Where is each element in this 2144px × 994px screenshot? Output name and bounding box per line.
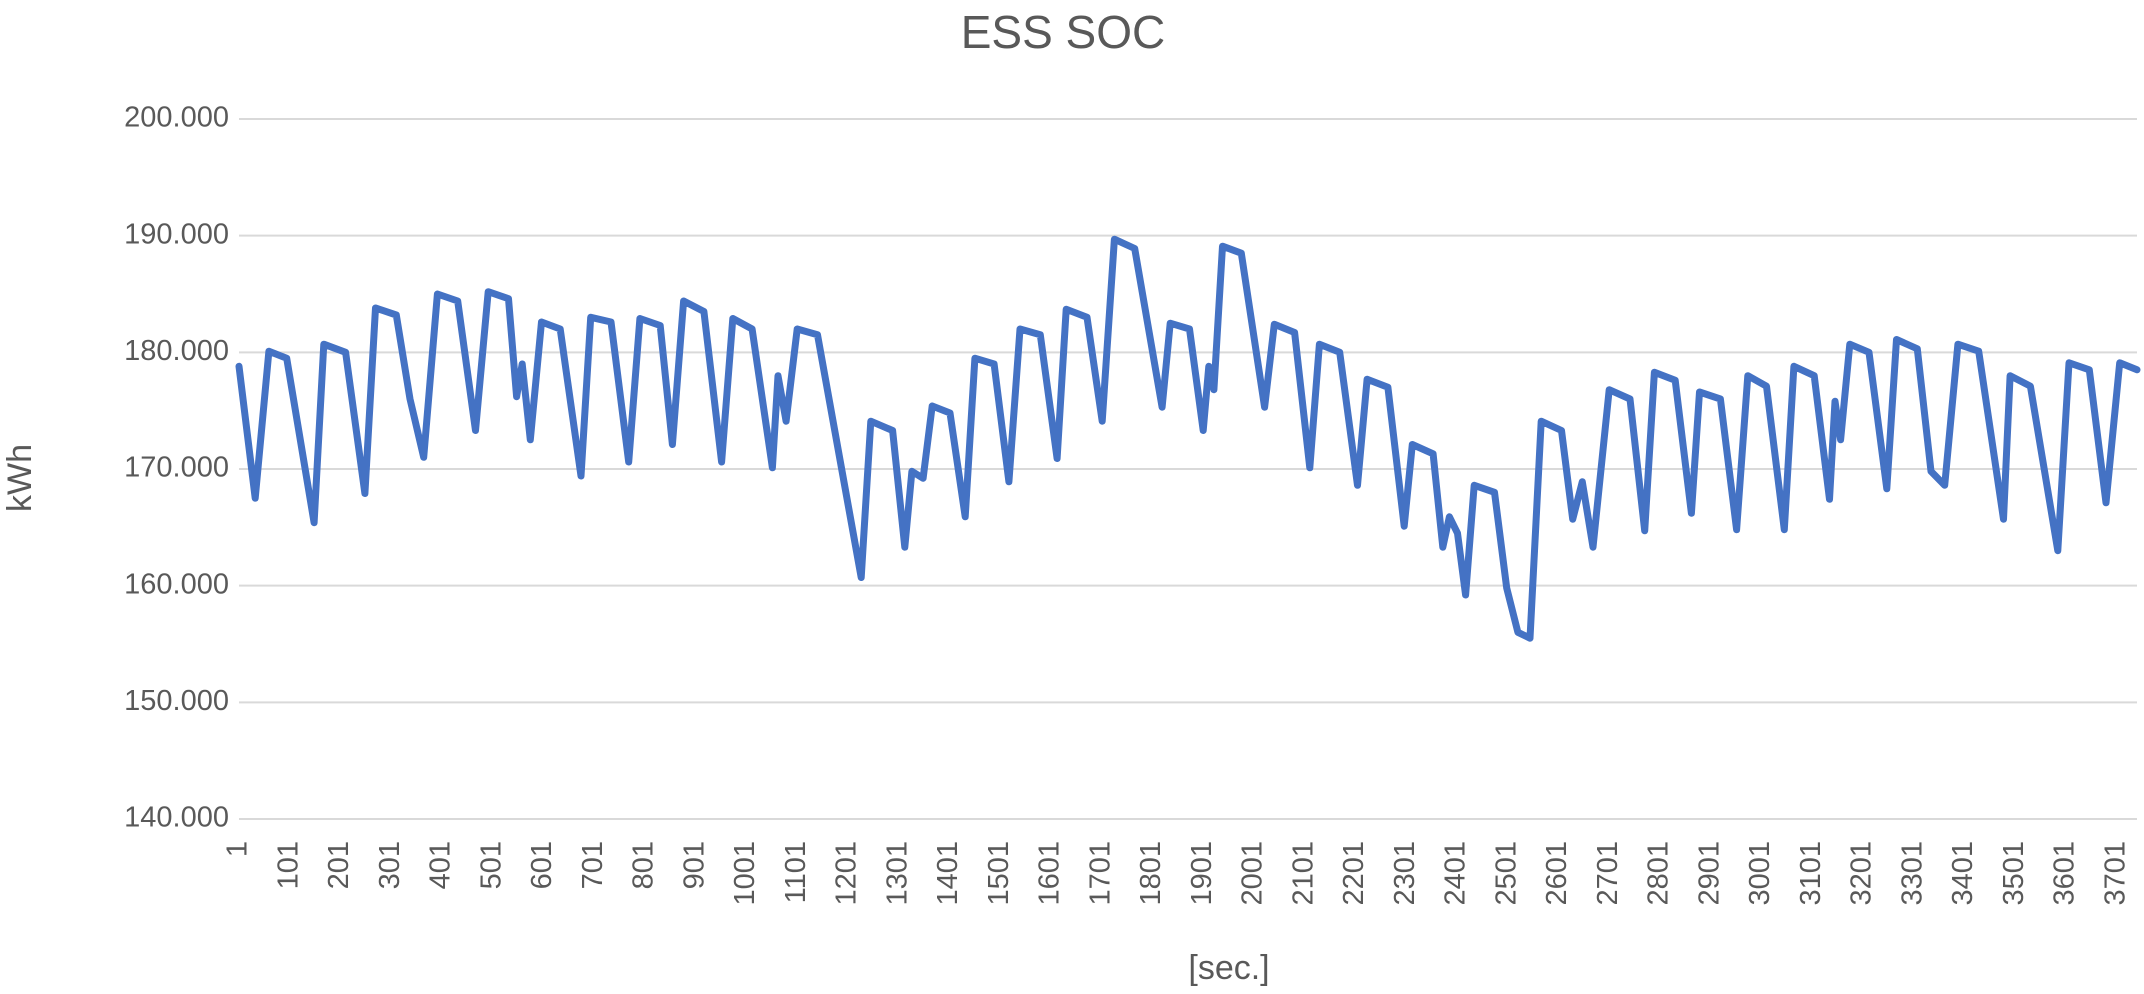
x-tick-label: 2501 — [1490, 841, 1522, 906]
y-tick-label: 200.000 — [124, 102, 229, 134]
x-tick-label: 701 — [577, 841, 609, 889]
x-tick-label: 3501 — [1998, 841, 2030, 906]
y-tick-label: 140.000 — [124, 802, 229, 834]
x-tick-label: 1901 — [1186, 841, 1218, 906]
x-tick-label: 3201 — [1846, 841, 1878, 906]
x-tick-label: 2801 — [1643, 841, 1675, 906]
x-tick-label: 3101 — [1795, 841, 1827, 906]
data-line — [235, 235, 2141, 642]
x-tick-label: 2601 — [1541, 841, 1573, 906]
x-tick-label: 1701 — [1084, 841, 1116, 906]
x-tick-label: 1501 — [983, 841, 1015, 906]
x-tick-label: 1201 — [831, 841, 863, 906]
x-tick-label: 301 — [374, 841, 406, 889]
x-tick-label: 1001 — [729, 841, 761, 906]
x-tick-label: 2401 — [1440, 841, 1472, 906]
y-tick-label: 190.000 — [124, 218, 229, 250]
x-tick-label: 901 — [678, 841, 710, 889]
x-tick-label: 801 — [628, 841, 660, 889]
x-axis-label: [sec.] — [1188, 949, 1269, 987]
x-tick-label: 501 — [475, 841, 507, 889]
y-tick-label: 160.000 — [124, 568, 229, 600]
x-tick-label: 1301 — [881, 841, 913, 906]
x-tick-label: 2901 — [1693, 841, 1725, 906]
x-tick-label: 601 — [526, 841, 558, 889]
x-tick-label: 2001 — [1237, 841, 1269, 906]
x-tick-label: 3301 — [1896, 841, 1928, 906]
y-axis-label: kWh — [1, 444, 39, 512]
x-tick-label: 2701 — [1592, 841, 1624, 906]
y-tick-label: 170.000 — [124, 452, 229, 484]
x-tick-label: 401 — [425, 841, 457, 889]
x-tick-label: 3401 — [1947, 841, 1979, 906]
x-tick-label: 2101 — [1287, 841, 1319, 906]
x-tick-label: 3601 — [2049, 841, 2081, 906]
x-tick-label: 2201 — [1338, 841, 1370, 906]
x-tick-label: 101 — [272, 841, 304, 889]
x-tick-label: 1 — [222, 841, 254, 857]
x-tick-label: 3701 — [2099, 841, 2131, 906]
x-tick-label: 1401 — [932, 841, 964, 906]
chart-title: ESS SOC — [961, 6, 1166, 58]
x-tick-label: 1601 — [1034, 841, 1066, 906]
x-tick-label: 2301 — [1389, 841, 1421, 906]
x-tick-label: 1101 — [780, 841, 812, 903]
x-tick-label: 3001 — [1744, 841, 1776, 906]
x-tick-label: 201 — [323, 841, 355, 889]
y-tick-label: 150.000 — [124, 685, 229, 717]
y-tick-label: 180.000 — [124, 335, 229, 367]
x-tick-label: 1801 — [1135, 841, 1167, 906]
